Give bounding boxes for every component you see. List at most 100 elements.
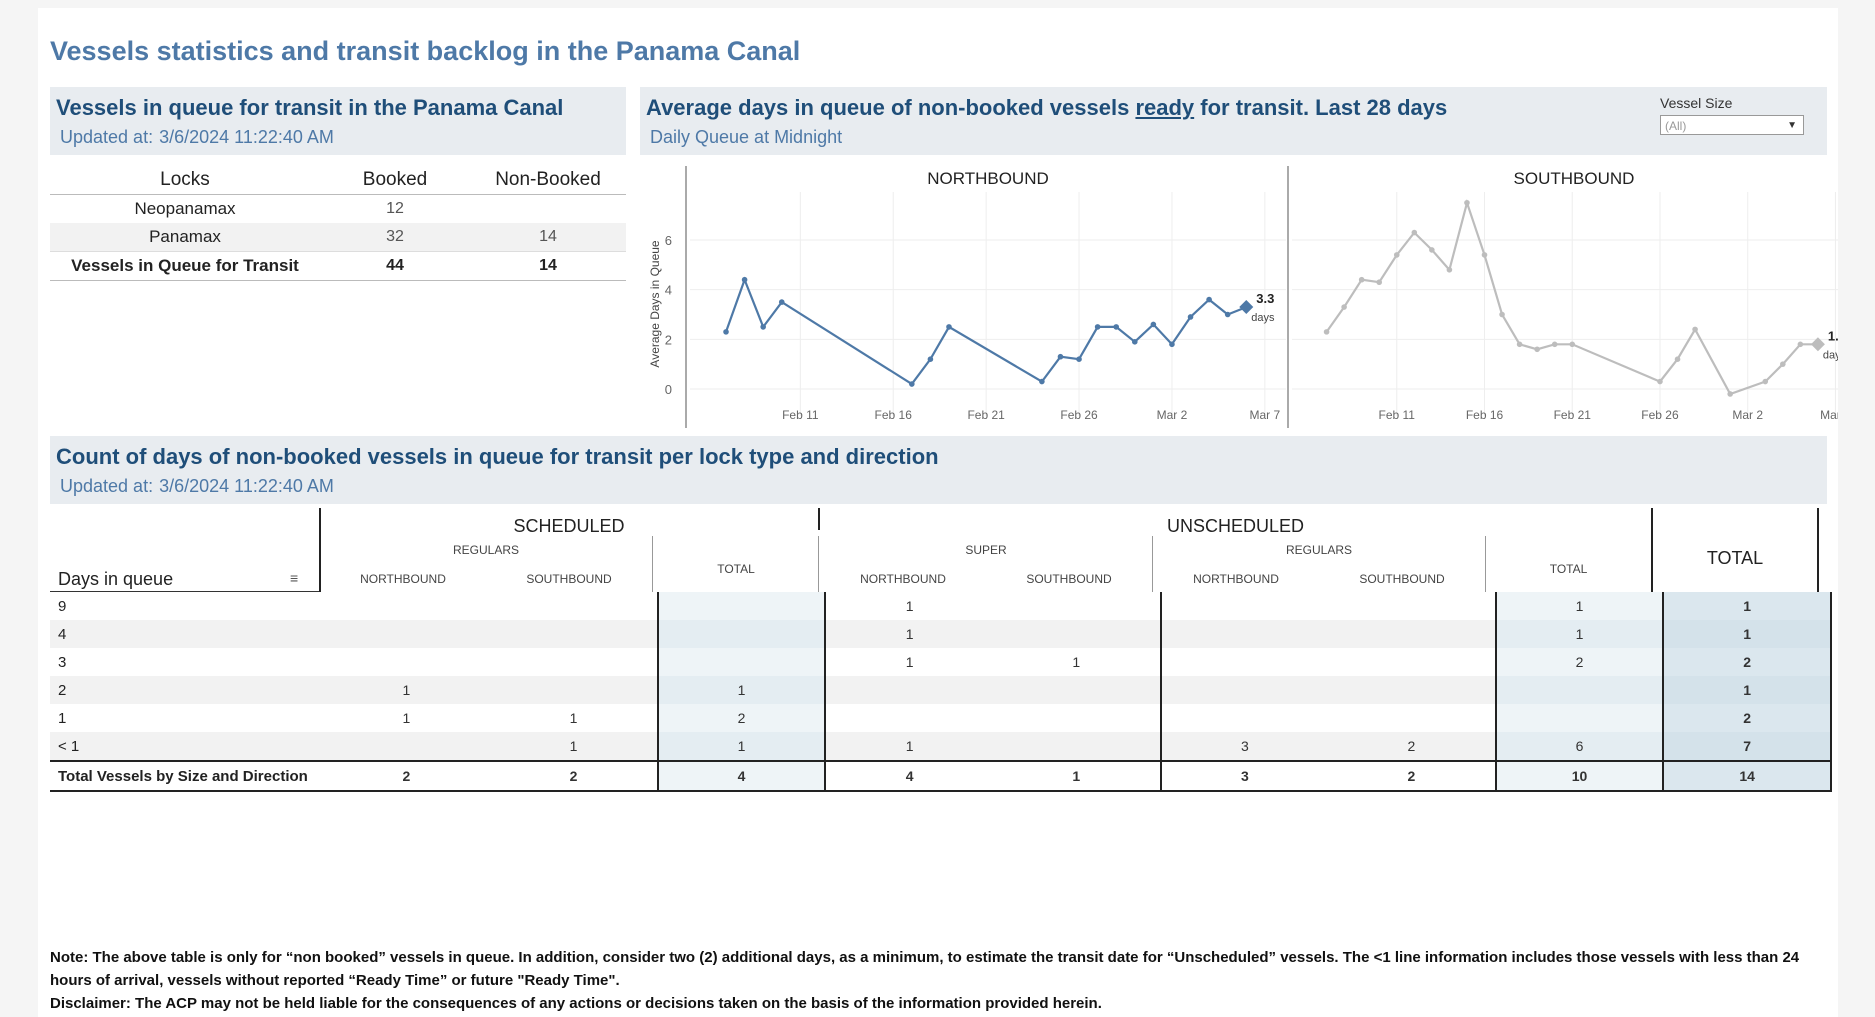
title-ready: ready — [1135, 95, 1195, 120]
x-tick-label: Feb 16 — [1466, 408, 1504, 422]
count-cell — [323, 592, 491, 620]
sub-super: SUPER — [965, 543, 1007, 557]
count-cell — [323, 648, 491, 676]
booked-count: 44 — [320, 251, 470, 281]
divider — [1817, 508, 1819, 592]
count-cell: 3 — [1159, 732, 1329, 761]
data-point-last — [1810, 337, 1825, 352]
line-charts: NORTHBOUND Feb 11 Feb 16 Feb 21 Feb 26 Mar 2 M… — [648, 166, 1838, 428]
vessel-size-dropdown[interactable]: (All) ▼ — [1660, 115, 1804, 135]
non-booked-count: 14 — [470, 251, 626, 281]
data-point — [1499, 311, 1505, 318]
count-cell: 1 — [1662, 592, 1832, 620]
x-tick-label: Feb 26 — [1060, 408, 1098, 422]
data-point — [1569, 341, 1576, 348]
x-tick-label: Feb 16 — [875, 408, 913, 422]
count-cell — [1159, 704, 1329, 732]
booked-count: 12 — [386, 200, 404, 217]
data-point — [1762, 378, 1769, 385]
data-point — [1429, 247, 1435, 253]
count-cell — [1494, 676, 1664, 704]
x-tick-label: Feb 11 — [1379, 408, 1416, 422]
count-cell: 2 — [322, 760, 491, 792]
divider — [818, 536, 819, 592]
count-cell — [824, 676, 993, 704]
row-label: 2 — [50, 676, 323, 704]
count-cell: 1 — [490, 732, 658, 761]
count-cell — [490, 676, 658, 704]
data-point — [1551, 341, 1558, 348]
count-cell — [993, 592, 1161, 620]
divider — [1651, 508, 1653, 592]
count-cell — [490, 648, 658, 676]
count-cell: 1 — [824, 732, 993, 761]
x-tick-label: Mar 7 — [1250, 408, 1281, 422]
title-text: for transit. Last 28 days — [1194, 95, 1448, 120]
row-label: 9 — [58, 597, 67, 615]
x-tick-label: Mar 2 — [1157, 408, 1188, 422]
count-cell: 4 — [656, 760, 826, 792]
data-point — [927, 356, 934, 363]
count-cell: 2 — [1662, 704, 1832, 732]
lock-name: Panamax — [50, 223, 320, 252]
count-cell: 1 — [1072, 654, 1081, 670]
x-tick-label: Feb 21 — [967, 408, 1005, 422]
count-cell: 3 — [1159, 760, 1329, 792]
data-point — [1393, 252, 1400, 258]
count-cell — [1328, 592, 1496, 620]
y-tick-label: 2 — [665, 332, 672, 347]
col-southbound: SOUTHBOUND — [526, 572, 612, 586]
count-cell: 2 — [1328, 732, 1496, 761]
data-point — [1780, 361, 1786, 367]
total-row: Vessels in Queue for Transit 44 14 — [50, 251, 626, 281]
count-cell — [656, 592, 826, 620]
divider — [818, 508, 820, 530]
row-label: 3 — [58, 653, 67, 671]
count-cell: 1 — [1662, 620, 1832, 648]
sub-regulars: REGULARS — [452, 543, 520, 557]
count-cell — [656, 648, 826, 676]
data-point — [741, 276, 748, 283]
x-tick-label: Mar 2 — [1732, 408, 1763, 422]
data-point — [1323, 329, 1330, 335]
non-booked-count: 14 — [470, 223, 626, 252]
sort-icon[interactable]: ≡ — [290, 570, 299, 586]
count-cell — [656, 620, 826, 648]
data-point — [1464, 199, 1470, 206]
count-cell: 14 — [1662, 760, 1832, 792]
vessel-size-value: (All) — [1665, 119, 1687, 133]
count-panel-title: Count of days of non-booked vessels in q… — [56, 444, 939, 469]
last-value-unit: days — [1251, 312, 1275, 324]
divider — [50, 591, 319, 592]
data-point — [1224, 311, 1231, 318]
data-point-last — [1239, 300, 1254, 315]
queue-panel-header: Vessels in queue for transit in the Pana… — [50, 87, 626, 155]
data-point — [760, 324, 766, 330]
data-point — [778, 299, 785, 305]
chart-title: NORTHBOUND — [927, 169, 1049, 188]
x-tick-label: Mar 7 — [1820, 408, 1838, 422]
data-point — [1674, 356, 1681, 363]
title-text: Average days in queue of non-booked vess… — [646, 95, 1136, 120]
count-cell: 1 — [1662, 676, 1832, 704]
data-point — [723, 329, 729, 335]
queue-panel-title: Vessels in queue for transit in the Pana… — [56, 95, 564, 120]
table-row: 1 1 1 2 2 — [50, 704, 1832, 732]
count-cell: 2 — [656, 704, 826, 732]
last-value-unit: days — [1823, 349, 1838, 361]
count-cell: 7 — [1662, 732, 1832, 761]
table-row: Neopanamax 12 — [50, 195, 626, 224]
count-cell: 1 — [569, 710, 578, 726]
page-title: Vessels statistics and transit backlog i… — [50, 36, 801, 66]
vessel-size-label: Vessel Size — [1660, 95, 1733, 111]
x-tick-label: Feb 11 — [782, 408, 819, 422]
locks-table: Locks Booked Non-Booked Neopanamax 12 Pa… — [50, 166, 626, 281]
row-label: < 1 — [50, 732, 323, 761]
data-point — [1481, 252, 1488, 258]
col-total: TOTAL — [717, 562, 755, 576]
data-point — [1797, 341, 1804, 348]
data-point — [1169, 341, 1175, 348]
sub-regulars: REGULARS — [1285, 543, 1353, 557]
